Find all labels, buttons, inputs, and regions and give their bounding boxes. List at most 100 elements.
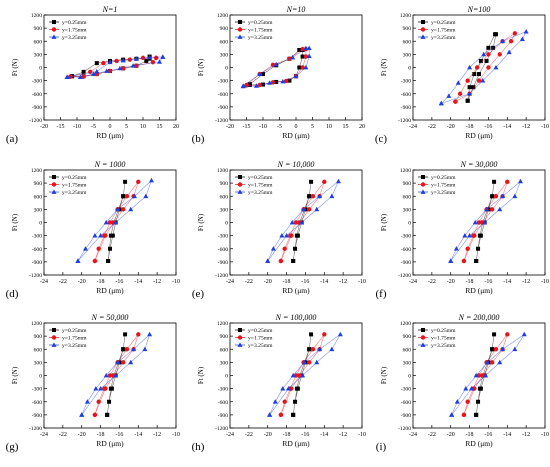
y-tick-label: -600 xyxy=(32,400,42,406)
data-point xyxy=(449,412,455,417)
data-point xyxy=(77,74,83,80)
legend-marker xyxy=(420,189,426,194)
data-point xyxy=(93,386,99,391)
data-point xyxy=(497,206,503,212)
y-tick-label: 600 xyxy=(34,347,43,353)
legend-marker xyxy=(420,335,426,340)
y-tick-label: 1200 xyxy=(217,13,228,19)
data-point xyxy=(461,412,467,418)
data-point xyxy=(130,63,136,68)
x-tick-label: -16 xyxy=(301,279,309,285)
x-tick-label: -22 xyxy=(428,432,436,438)
data-point xyxy=(265,258,271,263)
data-point xyxy=(477,386,482,391)
y-tick-label: 900 xyxy=(220,181,229,187)
data-point xyxy=(150,60,156,65)
series-line xyxy=(455,32,516,102)
y-tick-label: -1200 xyxy=(215,273,228,279)
legend-label: y=1.75mm xyxy=(62,336,87,342)
y-tick-label: 0 xyxy=(225,374,228,380)
x-tick-label: 0 xyxy=(109,124,112,130)
data-point xyxy=(293,246,298,251)
data-point xyxy=(101,60,106,66)
data-point xyxy=(136,179,141,185)
legend-marker xyxy=(52,328,56,332)
data-point xyxy=(280,386,286,391)
data-point xyxy=(103,219,109,225)
panel-label: (e) xyxy=(192,288,205,300)
chart-title: N = 100,000 xyxy=(275,313,317,322)
series-line xyxy=(280,181,325,262)
data-point xyxy=(493,194,499,199)
data-point xyxy=(133,56,139,61)
x-tick-label: -16 xyxy=(484,432,492,438)
data-point xyxy=(81,69,86,74)
legend-marker xyxy=(238,175,242,179)
legend-marker xyxy=(420,34,426,39)
legend-marker xyxy=(421,20,425,24)
data-point xyxy=(512,31,518,36)
x-tick-label: -14 xyxy=(134,279,142,285)
data-point xyxy=(477,72,481,77)
data-point xyxy=(287,78,292,83)
panel-label: (d) xyxy=(6,288,19,300)
x-tick-label: -15 xyxy=(243,124,251,130)
data-point xyxy=(147,331,153,337)
y-tick-label: -600 xyxy=(218,247,228,253)
x-tick-label: 10 xyxy=(140,124,146,130)
y-tick-label: -300 xyxy=(32,387,42,393)
data-point xyxy=(467,85,472,90)
panel-label: (a) xyxy=(6,133,19,145)
x-tick-label: -16 xyxy=(484,279,492,285)
x-tick-label: -16 xyxy=(484,124,492,130)
data-point xyxy=(64,74,70,80)
x-tick-label: -22 xyxy=(59,432,67,438)
data-point xyxy=(290,372,296,378)
data-point xyxy=(303,64,309,70)
data-point xyxy=(300,65,305,70)
x-tick-label: -10 xyxy=(259,124,267,130)
data-point xyxy=(128,359,134,365)
data-point xyxy=(91,71,96,76)
data-point xyxy=(486,65,491,70)
data-point xyxy=(98,233,104,238)
chart-panel: N = 50,000 -24 -22 -20 -18 -16 -14 -12 -10 -1200 -… xyxy=(6,313,180,453)
data-point xyxy=(147,54,153,60)
data-point xyxy=(476,78,482,83)
legend-label: y=3.25mm xyxy=(62,343,87,349)
legend-label: y=1.75mm xyxy=(431,336,456,342)
y-tick-label: -900 xyxy=(401,105,411,111)
x-tick-label: 15 xyxy=(343,124,349,130)
data-point xyxy=(290,54,296,60)
x-tick-label: -18 xyxy=(283,279,291,285)
x-tick-label: 0 xyxy=(295,124,298,130)
data-point xyxy=(96,399,101,404)
data-point xyxy=(453,99,458,104)
data-point xyxy=(492,179,497,184)
legend-label: y=0.25mm xyxy=(248,328,273,334)
data-point xyxy=(104,68,110,73)
panel-label: (h) xyxy=(192,441,205,453)
y-tick-label: -600 xyxy=(218,400,228,406)
x-tick-label: -16 xyxy=(115,432,123,438)
y-tick-label: 900 xyxy=(34,334,43,340)
legend-marker xyxy=(421,328,425,332)
x-tick-label: -22 xyxy=(245,279,253,285)
x-tick-label: -24 xyxy=(40,279,48,285)
x-tick-label: 20 xyxy=(173,124,179,130)
x-tick-label: -5 xyxy=(277,124,282,130)
data-point xyxy=(471,85,476,90)
data-point xyxy=(294,386,299,391)
data-point xyxy=(282,399,287,404)
y-tick-label: 600 xyxy=(34,39,43,45)
data-point xyxy=(108,246,112,251)
y-tick-label: -300 xyxy=(401,234,411,240)
legend-label: y=1.75mm xyxy=(431,183,456,189)
data-point xyxy=(273,61,279,67)
data-point xyxy=(480,78,486,83)
x-tick-label: -12 xyxy=(522,124,530,130)
chart-panel: N=100 -24 -22 -20 -18 -16 -14 -12 -10 -1200 -900 -6… xyxy=(375,5,549,145)
data-point xyxy=(103,233,108,238)
y-tick-label: 300 xyxy=(220,52,229,58)
